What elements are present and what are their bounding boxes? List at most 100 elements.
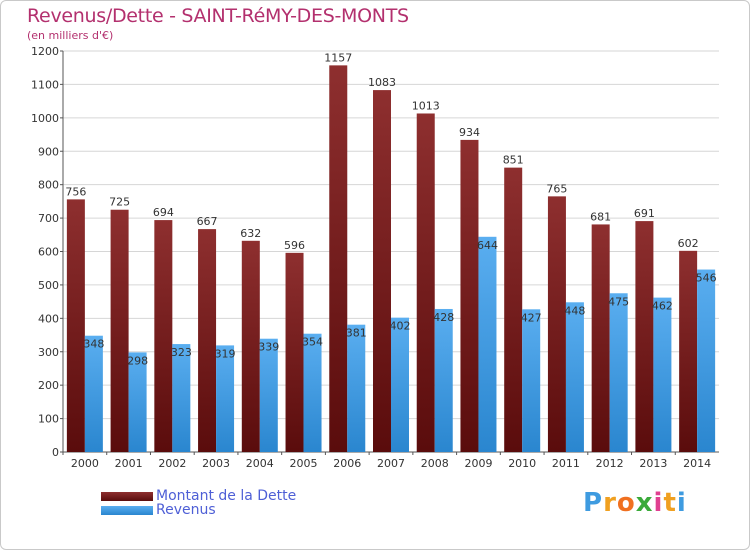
bar-revenue-2009 (478, 236, 497, 452)
debt-swatch-icon (101, 492, 153, 501)
bar-debt-2003 (198, 229, 217, 452)
bar-revenue-2005 (303, 333, 322, 452)
logo-letter: P (583, 488, 604, 518)
bar-debt-2000 (66, 199, 85, 452)
x-tick-label: 2007 (377, 457, 405, 470)
data-label-debt: 934 (459, 126, 480, 139)
y-tick-label: 600 (38, 246, 59, 259)
data-label-revenue: 354 (302, 336, 323, 349)
bar-revenue-2001 (128, 352, 147, 452)
bar-debt-2007 (373, 90, 391, 452)
data-label-debt: 765 (546, 182, 567, 195)
data-label-revenue: 448 (564, 304, 585, 317)
legend-label-revenue: Revenus (156, 502, 216, 518)
bar-revenue-2004 (259, 338, 278, 452)
logo-letter: x (635, 488, 654, 518)
y-tick-label: 200 (38, 379, 59, 392)
x-tick-label: 2012 (596, 457, 624, 470)
data-label-revenue: 402 (390, 320, 411, 333)
x-tick-label: 2011 (552, 457, 580, 470)
y-tick-label: 1200 (31, 45, 59, 58)
data-label-debt: 694 (153, 206, 174, 219)
data-label-debt: 602 (678, 237, 699, 250)
data-label-revenue: 319 (215, 347, 236, 360)
data-label-debt: 1013 (412, 99, 440, 112)
x-tick-label: 2006 (333, 457, 361, 470)
bar-revenue-2006 (347, 324, 366, 452)
data-label-revenue: 381 (346, 327, 367, 340)
bar-debt-2014 (679, 250, 698, 452)
logo-letter: t (663, 488, 677, 518)
data-label-revenue: 428 (433, 311, 454, 324)
revenue-swatch-icon (101, 506, 153, 515)
logo-letter: i (676, 488, 687, 518)
logo-letter: o (616, 488, 636, 518)
bar-debt-2012 (591, 224, 610, 452)
data-label-debt: 596 (284, 239, 305, 252)
data-label-revenue: 546 (696, 272, 717, 285)
data-label-revenue: 462 (652, 300, 673, 313)
x-tick-label: 2013 (639, 457, 667, 470)
data-label-revenue: 339 (258, 341, 279, 354)
x-tick-label: 2004 (246, 457, 274, 470)
data-label-debt: 1157 (324, 51, 352, 64)
logo-letter: i (653, 488, 664, 518)
data-label-debt: 851 (503, 154, 524, 167)
data-label-revenue: 427 (521, 311, 542, 324)
x-tick-label: 2001 (115, 457, 143, 470)
bar-debt-2006 (329, 65, 348, 452)
x-tick-label: 2008 (421, 457, 449, 470)
bar-debt-2013 (635, 221, 654, 452)
x-tick-label: 2002 (158, 457, 186, 470)
data-label-revenue: 323 (171, 346, 192, 359)
y-tick-label: 900 (38, 145, 59, 158)
data-label-debt: 725 (109, 196, 130, 209)
bar-debt-2001 (110, 209, 129, 452)
y-tick-label: 400 (38, 312, 59, 325)
bar-revenue-2010 (522, 309, 541, 452)
bar-revenue-2000 (84, 335, 103, 452)
bar-debt-2008 (416, 113, 435, 452)
data-label-debt: 667 (197, 215, 218, 228)
data-label-revenue: 475 (608, 295, 629, 308)
data-label-debt: 1083 (368, 76, 396, 89)
bar-revenue-2003 (216, 345, 235, 452)
chart-title: Revenus/Dette - SAINT-RéMY-DES-MONTS (27, 5, 409, 27)
axes: 0 100 200 300 400 500 600 700 800 900 1000 1100 1200… (31, 45, 719, 470)
data-labels: 756 348 725 298 694 323 667 319 632 339 596 354 1157… (65, 51, 716, 367)
chart-subtitle: (en milliers d'€) (27, 29, 114, 42)
y-tick-label: 1000 (31, 112, 59, 125)
bar-debt-2010 (504, 167, 523, 453)
y-tick-label: 800 (38, 179, 59, 192)
data-label-revenue: 644 (477, 239, 498, 252)
x-tick-label: 2014 (683, 457, 711, 470)
data-label-debt: 691 (634, 207, 655, 220)
bar-revenue-2012 (609, 293, 628, 452)
bar-revenue-2014 (697, 269, 716, 452)
bar-revenue-2002 (172, 344, 191, 452)
x-tick-label: 2005 (290, 457, 318, 470)
data-label-debt: 756 (65, 185, 86, 198)
x-tick-label: 2003 (202, 457, 230, 470)
logo-letter: r (603, 488, 617, 518)
y-tick-label: 100 (38, 413, 59, 426)
data-label-revenue: 298 (127, 354, 148, 367)
x-tick-label: 2000 (71, 457, 99, 470)
bar-debt-2002 (154, 220, 173, 452)
bar-debt-2005 (285, 252, 304, 452)
y-tick-label: 0 (52, 446, 59, 459)
bars (66, 65, 716, 453)
bar-revenue-2011 (565, 302, 584, 452)
data-label-debt: 632 (240, 227, 261, 240)
y-tick-label: 700 (38, 212, 59, 225)
bar-debt-2004 (241, 240, 260, 452)
y-tick-label: 300 (38, 346, 59, 359)
x-tick-label: 2010 (508, 457, 536, 470)
bar-debt-2009 (460, 139, 479, 452)
bar-revenue-2013 (653, 297, 672, 452)
legend-label-debt: Montant de la Dette (156, 488, 297, 504)
x-tick-label: 2009 (464, 457, 492, 470)
bar-revenue-2008 (434, 308, 453, 452)
